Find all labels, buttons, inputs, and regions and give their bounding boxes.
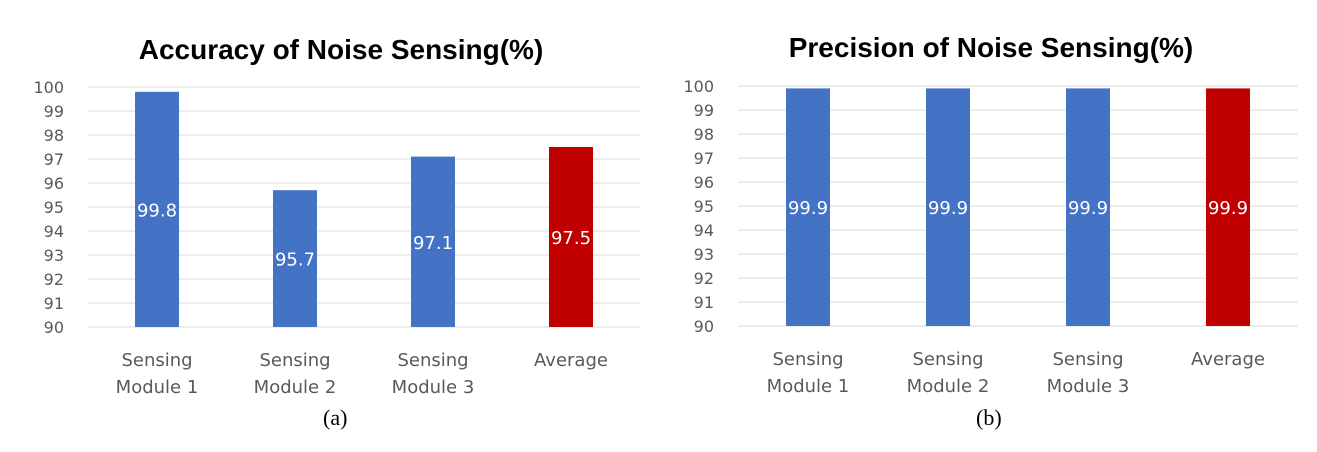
category-label: Sensing [397, 350, 468, 371]
chart-title: Accuracy of Noise Sensing(%) [139, 34, 544, 65]
category-label: Module 1 [116, 377, 199, 398]
y-tick-label: 98 [44, 126, 64, 145]
data-label: 97.1 [413, 233, 453, 254]
y-tick-label: 98 [694, 125, 714, 144]
category-label: Sensing [121, 350, 192, 371]
y-tick-label: 93 [694, 245, 714, 264]
y-tick-label: 93 [44, 246, 64, 265]
category-label: Sensing [259, 350, 330, 371]
data-label: 99.8 [137, 200, 177, 221]
category-label: Module 1 [767, 376, 850, 397]
y-tick-label: 100 [683, 77, 714, 96]
category-label: Module 2 [254, 377, 337, 398]
accuracy-chart-panel: Accuracy of Noise Sensing(%) 90 91 92 93 94 95… [0, 0, 658, 452]
y-tick-label: 95 [694, 197, 714, 216]
category-label: Sensing [1052, 349, 1123, 370]
caption-b: (b) [976, 405, 1002, 430]
y-tick-label: 92 [44, 270, 64, 289]
y-tick-label: 95 [44, 198, 64, 217]
bar [411, 156, 455, 327]
y-tick-label: 91 [694, 293, 714, 312]
category-label: Module 2 [907, 376, 990, 397]
data-label: 99.9 [788, 198, 828, 219]
y-tick-label: 96 [44, 174, 64, 193]
data-label: 95.7 [275, 250, 315, 271]
category-label: Sensing [772, 349, 843, 370]
y-tick-label: 96 [694, 173, 714, 192]
data-label: 99.9 [1208, 198, 1248, 219]
caption-a: (a) [323, 405, 348, 430]
data-label: 97.5 [551, 228, 591, 249]
category-label: Average [1191, 349, 1265, 370]
bar [273, 190, 317, 327]
precision-chart: Precision of Noise Sensing(%) 90 91 92 93 94 9… [683, 32, 1298, 397]
y-tick-label: 97 [44, 150, 64, 169]
data-label: 99.9 [1068, 198, 1108, 219]
category-label: Average [534, 350, 608, 371]
y-tick-label: 92 [694, 269, 714, 288]
bar [1206, 88, 1250, 327]
category-label: Module 3 [1047, 376, 1130, 397]
bar [135, 91, 179, 327]
y-tick-label: 100 [33, 78, 64, 97]
category-label: Sensing [912, 349, 983, 370]
y-tick-label: 97 [694, 149, 714, 168]
y-tick-label: 91 [44, 294, 64, 313]
bar [926, 88, 970, 327]
y-tick-label: 94 [44, 222, 64, 241]
y-tick-label: 99 [44, 102, 64, 121]
chart-title: Precision of Noise Sensing(%) [789, 32, 1194, 63]
y-tick-label: 90 [694, 317, 714, 336]
bar [786, 88, 830, 327]
category-label: Module 3 [392, 377, 475, 398]
y-tick-label: 94 [694, 221, 714, 240]
data-label: 99.9 [928, 198, 968, 219]
y-tick-label: 99 [694, 101, 714, 120]
bar [549, 147, 593, 327]
y-tick-label: 90 [44, 318, 64, 337]
accuracy-chart: Accuracy of Noise Sensing(%) 90 91 92 93 94 95… [33, 34, 640, 398]
bar [1066, 88, 1110, 327]
precision-chart-panel: Precision of Noise Sensing(%) 90 91 92 93 94 9… [658, 0, 1317, 452]
